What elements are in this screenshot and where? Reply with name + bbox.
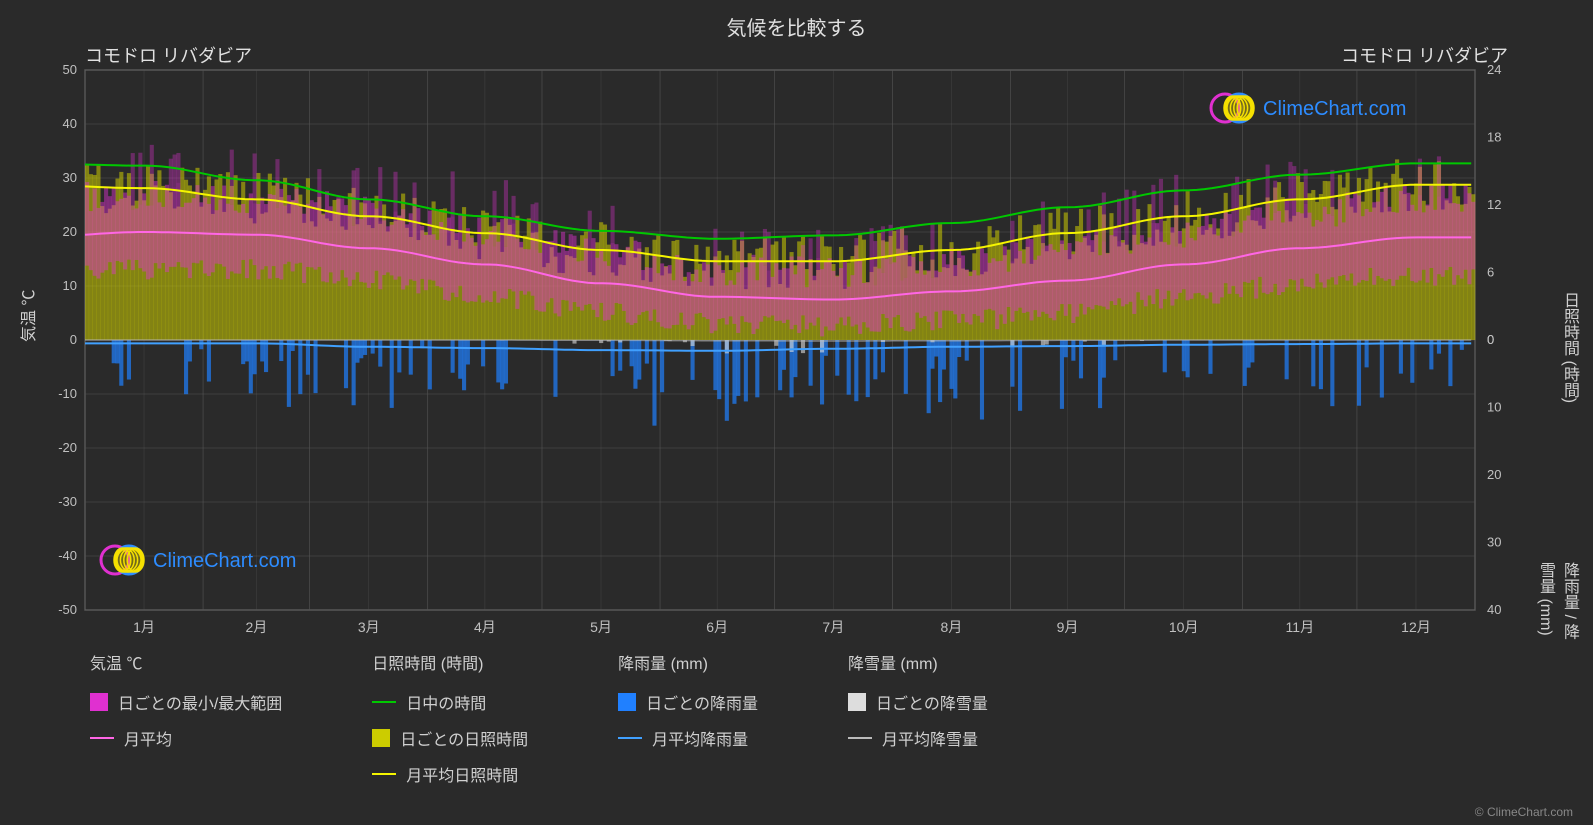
legend-swatch — [372, 701, 396, 703]
svg-text:-50: -50 — [58, 602, 77, 617]
legend-heading: 日照時間 (時間) — [372, 650, 528, 674]
svg-text:6: 6 — [1487, 265, 1494, 280]
legend-label: 日ごとの降雨量 — [646, 690, 758, 714]
svg-text:10: 10 — [63, 278, 77, 293]
legend-column: 降雨量 (mm) 日ごとの降雨量月平均降雨量 — [618, 650, 758, 786]
legend-label: 日ごとの日照時間 — [400, 726, 528, 750]
svg-text:ClimeChart.com: ClimeChart.com — [153, 550, 296, 572]
svg-text:18: 18 — [1487, 130, 1501, 145]
legend-swatch — [848, 693, 866, 711]
svg-text:3月: 3月 — [358, 619, 380, 635]
legend-swatch — [848, 737, 872, 739]
legend-column: 降雪量 (mm) 日ごとの降雪量月平均降雪量 — [848, 650, 988, 786]
legend-column: 日照時間 (時間) 日中の時間日ごとの日照時間月平均日照時間 — [372, 650, 528, 786]
svg-text:-30: -30 — [58, 494, 77, 509]
legend-item: 日ごとの降雪量 — [848, 690, 988, 714]
svg-text:ClimeChart.com: ClimeChart.com — [1263, 98, 1406, 120]
svg-text:7月: 7月 — [822, 619, 844, 635]
svg-text:30: 30 — [1487, 535, 1501, 550]
climate-chart: -50-40-30-20-100102030405024181260010203… — [0, 62, 1593, 652]
legend-swatch — [372, 773, 396, 775]
page-title: 気候を比較する — [0, 0, 1593, 41]
svg-text:-40: -40 — [58, 548, 77, 563]
legend: 気温 ℃ 日ごとの最小/最大範囲月平均 日照時間 (時間) 日中の時間日ごとの日照時間… — [90, 650, 1510, 786]
legend-item: 月平均 — [90, 726, 282, 750]
svg-text:20: 20 — [1487, 467, 1501, 482]
svg-text:0: 0 — [1487, 332, 1494, 347]
svg-text:6月: 6月 — [706, 619, 728, 635]
svg-text:8月: 8月 — [940, 619, 962, 635]
svg-text:20: 20 — [63, 224, 77, 239]
legend-label: 日ごとの最小/最大範囲 — [118, 690, 282, 714]
legend-item: 月平均降雨量 — [618, 726, 758, 750]
svg-text:11月: 11月 — [1286, 619, 1315, 635]
svg-text:30: 30 — [63, 170, 77, 185]
svg-text:24: 24 — [1487, 62, 1501, 77]
legend-label: 月平均降雨量 — [652, 726, 748, 750]
svg-text:1月: 1月 — [133, 619, 155, 635]
y-axis-right-top-label: 日照時間 (時間) — [1557, 292, 1581, 403]
legend-swatch — [90, 693, 108, 711]
legend-label: 月平均 — [124, 726, 172, 750]
legend-label: 日ごとの降雪量 — [876, 690, 988, 714]
legend-label: 月平均日照時間 — [406, 762, 518, 786]
legend-item: 日中の時間 — [372, 690, 528, 714]
legend-label: 月平均降雪量 — [882, 726, 978, 750]
svg-text:40: 40 — [1487, 602, 1501, 617]
svg-text:4月: 4月 — [474, 619, 496, 635]
svg-text:40: 40 — [63, 116, 77, 131]
y-axis-right-bottom-label: 降雨量 / 降雪量 (mm) — [1533, 562, 1581, 652]
svg-text:12月: 12月 — [1401, 619, 1431, 635]
copyright-text: © ClimeChart.com — [1475, 805, 1573, 819]
legend-item: 日ごとの最小/最大範囲 — [90, 690, 282, 714]
svg-text:-20: -20 — [58, 440, 77, 455]
legend-item: 日ごとの降雨量 — [618, 690, 758, 714]
svg-text:10: 10 — [1487, 400, 1501, 415]
legend-label: 日中の時間 — [406, 690, 486, 714]
legend-item: 月平均降雪量 — [848, 726, 988, 750]
svg-text:0: 0 — [70, 332, 77, 347]
legend-item: 日ごとの日照時間 — [372, 726, 528, 750]
legend-item: 月平均日照時間 — [372, 762, 528, 786]
legend-heading: 降雪量 (mm) — [848, 650, 988, 674]
legend-heading: 気温 ℃ — [90, 650, 282, 674]
legend-swatch — [90, 737, 114, 739]
svg-text:-10: -10 — [58, 386, 77, 401]
legend-heading: 降雨量 (mm) — [618, 650, 758, 674]
svg-text:2月: 2月 — [245, 619, 267, 635]
legend-swatch — [618, 693, 636, 711]
svg-text:10月: 10月 — [1169, 619, 1199, 635]
svg-text:5月: 5月 — [590, 619, 612, 635]
svg-text:9月: 9月 — [1057, 619, 1079, 635]
svg-text:12: 12 — [1487, 197, 1501, 212]
y-axis-left-label: 気温 ℃ — [15, 290, 39, 342]
legend-column: 気温 ℃ 日ごとの最小/最大範囲月平均 — [90, 650, 282, 786]
svg-text:50: 50 — [63, 62, 77, 77]
legend-swatch — [618, 737, 642, 739]
chart-container: 気温 ℃ 日照時間 (時間) 降雨量 / 降雪量 (mm) -50 -40 -30 -… — [0, 62, 1593, 652]
legend-swatch — [372, 729, 390, 747]
